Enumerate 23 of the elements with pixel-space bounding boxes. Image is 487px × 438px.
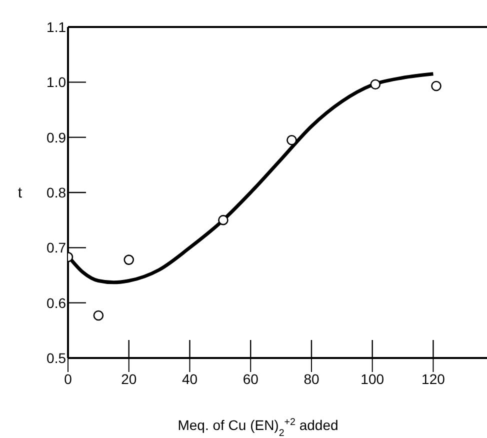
point	[93, 310, 104, 321]
x-tick-label: 120	[422, 370, 446, 387]
point	[218, 214, 228, 226]
x-tick-label: 0	[64, 370, 72, 387]
point	[431, 80, 442, 92]
x-tick-label: 100	[360, 370, 384, 387]
y-tick-label: 0.9	[46, 129, 66, 146]
point	[124, 254, 134, 265]
y-axis-title: t	[18, 184, 23, 202]
point	[370, 79, 381, 90]
x-tick-label: 40	[182, 370, 198, 387]
x-axis-title: Meq. of Cu (EN)$_{2}$$^{+2}$ added	[178, 416, 338, 438]
y-tick-label: 1.0	[46, 74, 66, 90]
x-tick-label: 60	[242, 370, 259, 387]
line-series	[68, 72, 435, 284]
y-tick-label: 1.1	[46, 18, 66, 35]
y-tick-label: 0.6	[46, 294, 66, 311]
x-tick-label: 80	[304, 370, 320, 387]
x-tick-label: 20	[121, 370, 137, 387]
point	[286, 134, 297, 146]
y-tick-label: 0.7	[46, 240, 66, 256]
y-tick-label: 0.5	[46, 350, 66, 366]
y-tick-label: 0.8	[46, 184, 66, 200]
